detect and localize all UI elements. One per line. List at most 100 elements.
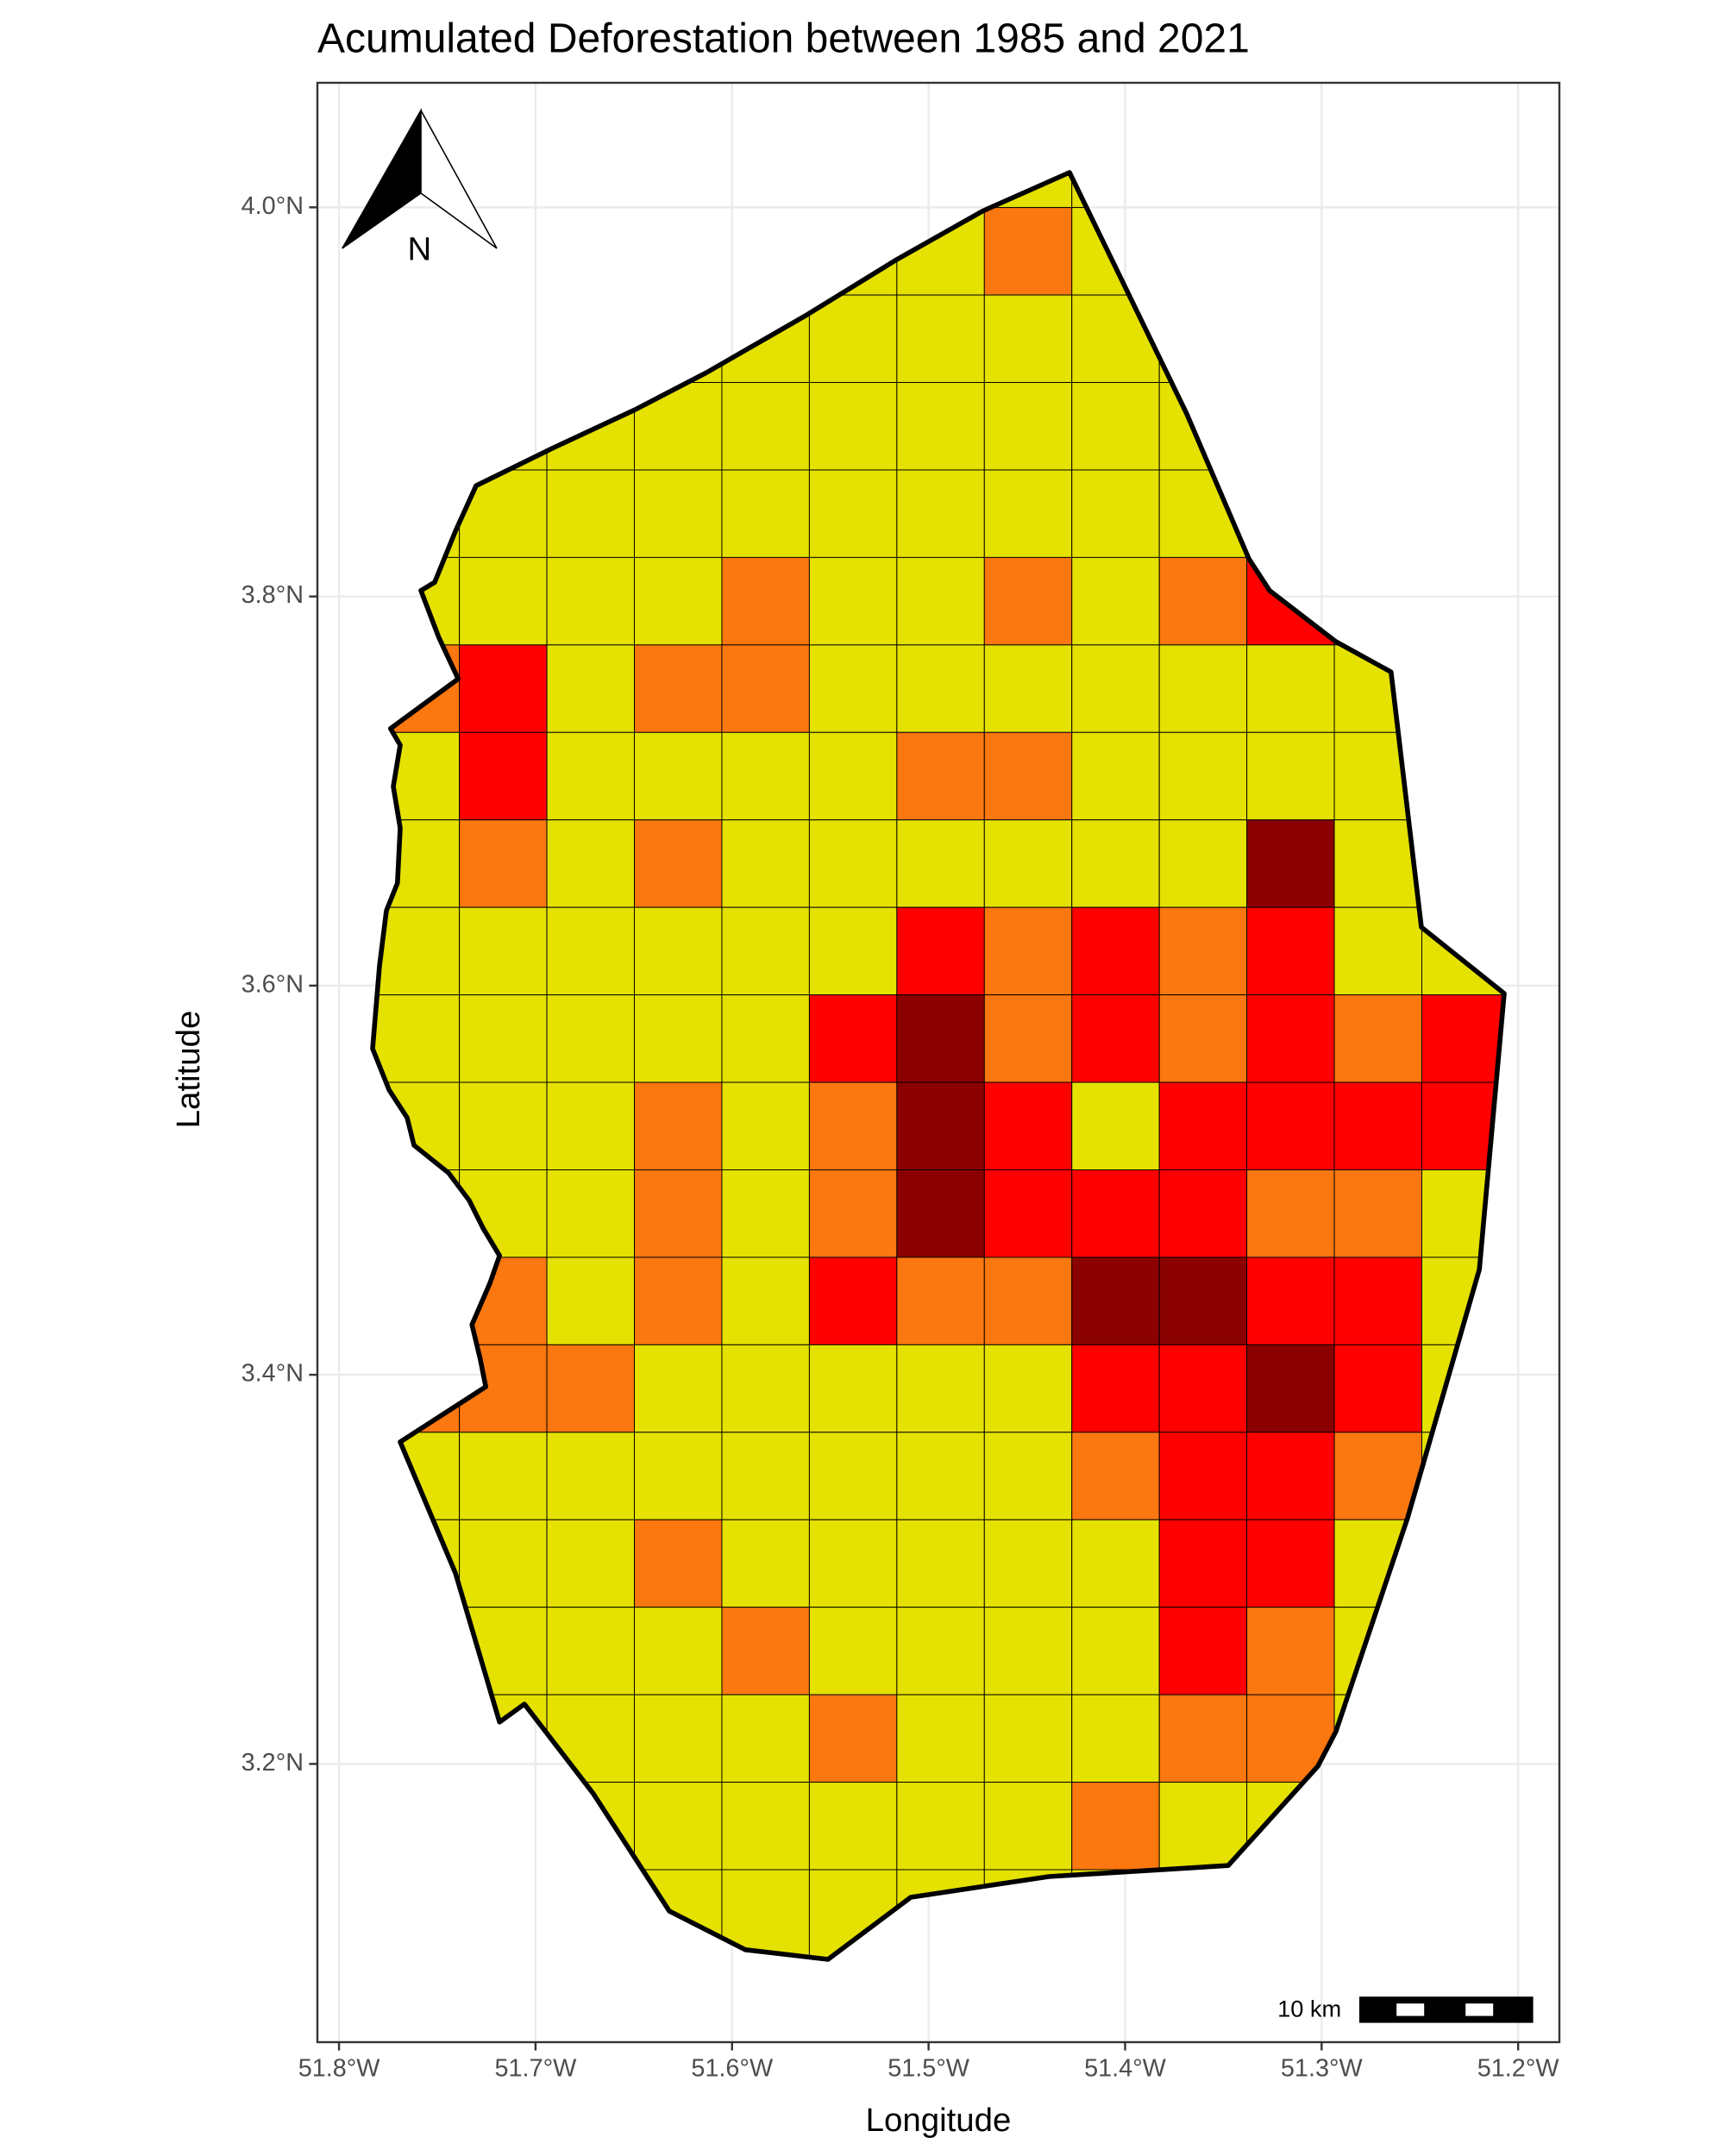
cell [721, 1081, 810, 1170]
cell [896, 644, 985, 733]
cell [546, 1607, 635, 1695]
cell [1071, 644, 1160, 733]
cell [459, 1432, 548, 1520]
cell [983, 1344, 1073, 1433]
chart-title: Acumulated Deforestation between 1985 an… [317, 16, 1250, 62]
cell [983, 207, 1073, 296]
cell [1246, 1257, 1335, 1345]
y-axis-label: Latitude [170, 1011, 207, 1129]
cell [1071, 819, 1160, 908]
x-tick-label: 51.2°W [1477, 2055, 1560, 2083]
cell [721, 1607, 810, 1695]
cell [1071, 1782, 1160, 1871]
cell [459, 1081, 548, 1170]
cell [896, 382, 985, 471]
cell [721, 1694, 810, 1783]
axes: 51.8°W 51.7°W 51.6°W 51.5°W 51.4°W 51.3°W 51.2… [242, 192, 1560, 2083]
cell [896, 1081, 985, 1170]
cell [1071, 994, 1160, 1083]
x-tick-label: 51.4°W [1084, 2055, 1167, 2083]
cell [459, 819, 548, 908]
cell [808, 469, 898, 558]
cell [1246, 906, 1335, 996]
cell [1158, 1607, 1248, 1695]
cell [896, 1257, 985, 1345]
cell [634, 556, 723, 646]
cell [546, 1081, 635, 1170]
cell [1071, 1519, 1160, 1608]
cell [983, 469, 1073, 558]
cell [546, 731, 635, 821]
cell [1333, 1169, 1422, 1258]
cell [983, 1607, 1073, 1695]
cell [808, 294, 898, 384]
cell [721, 1344, 810, 1433]
cell [983, 644, 1073, 733]
cell [808, 1169, 898, 1258]
cell [1071, 1344, 1160, 1433]
scale-bar-frame [1359, 1996, 1534, 2023]
cell [808, 382, 898, 471]
cell [1246, 731, 1335, 821]
cell [1246, 644, 1335, 733]
cell [546, 819, 635, 908]
cell [721, 1432, 810, 1520]
cell [983, 1519, 1073, 1608]
cell [808, 1432, 898, 1520]
cell [634, 1257, 723, 1345]
cell [1246, 1169, 1335, 1258]
cell [721, 382, 810, 471]
cell [1071, 1432, 1160, 1520]
cell [1158, 994, 1248, 1083]
cell [634, 644, 723, 733]
cell [808, 731, 898, 821]
cell [634, 1169, 723, 1258]
cell [1246, 819, 1335, 908]
cell [721, 644, 810, 733]
cell [459, 556, 548, 646]
cell [983, 556, 1073, 646]
cell [634, 1607, 723, 1695]
cell [1246, 1081, 1335, 1170]
cell [1158, 1432, 1248, 1520]
cell [1071, 906, 1160, 996]
cell [1333, 906, 1422, 996]
cell [546, 469, 635, 558]
cell [896, 1432, 985, 1520]
cell [1071, 1257, 1160, 1345]
cell [546, 906, 635, 996]
cell [983, 1257, 1073, 1345]
cell [1246, 1432, 1335, 1520]
cell [459, 994, 548, 1083]
cell [1246, 1607, 1335, 1695]
cell [721, 556, 810, 646]
y-tick-label: 3.6°N [242, 970, 304, 998]
cell [721, 819, 810, 908]
cell [546, 644, 635, 733]
cell [983, 382, 1073, 471]
cell [1071, 1169, 1160, 1258]
cell [1333, 819, 1422, 908]
cell [808, 1257, 898, 1345]
cell [896, 1607, 985, 1695]
cell [808, 906, 898, 996]
scale-bar-segment [1465, 2003, 1494, 2016]
cell [634, 1081, 723, 1170]
cell [983, 1432, 1073, 1520]
x-tick-label: 51.3°W [1281, 2055, 1364, 2083]
x-tick-label: 51.7°W [495, 2055, 578, 2083]
north-arrow: N [342, 107, 498, 267]
cell [1071, 1694, 1160, 1783]
cell [808, 819, 898, 908]
cell [983, 819, 1073, 908]
cell [896, 294, 985, 384]
cell [983, 1081, 1073, 1170]
x-tick-label: 51.6°W [691, 2055, 774, 2083]
cell [1071, 469, 1160, 558]
cell [983, 1169, 1073, 1258]
cell [634, 906, 723, 996]
scale-bar-segment [1396, 2003, 1425, 2016]
cell [459, 906, 548, 996]
cell [1333, 1257, 1422, 1345]
